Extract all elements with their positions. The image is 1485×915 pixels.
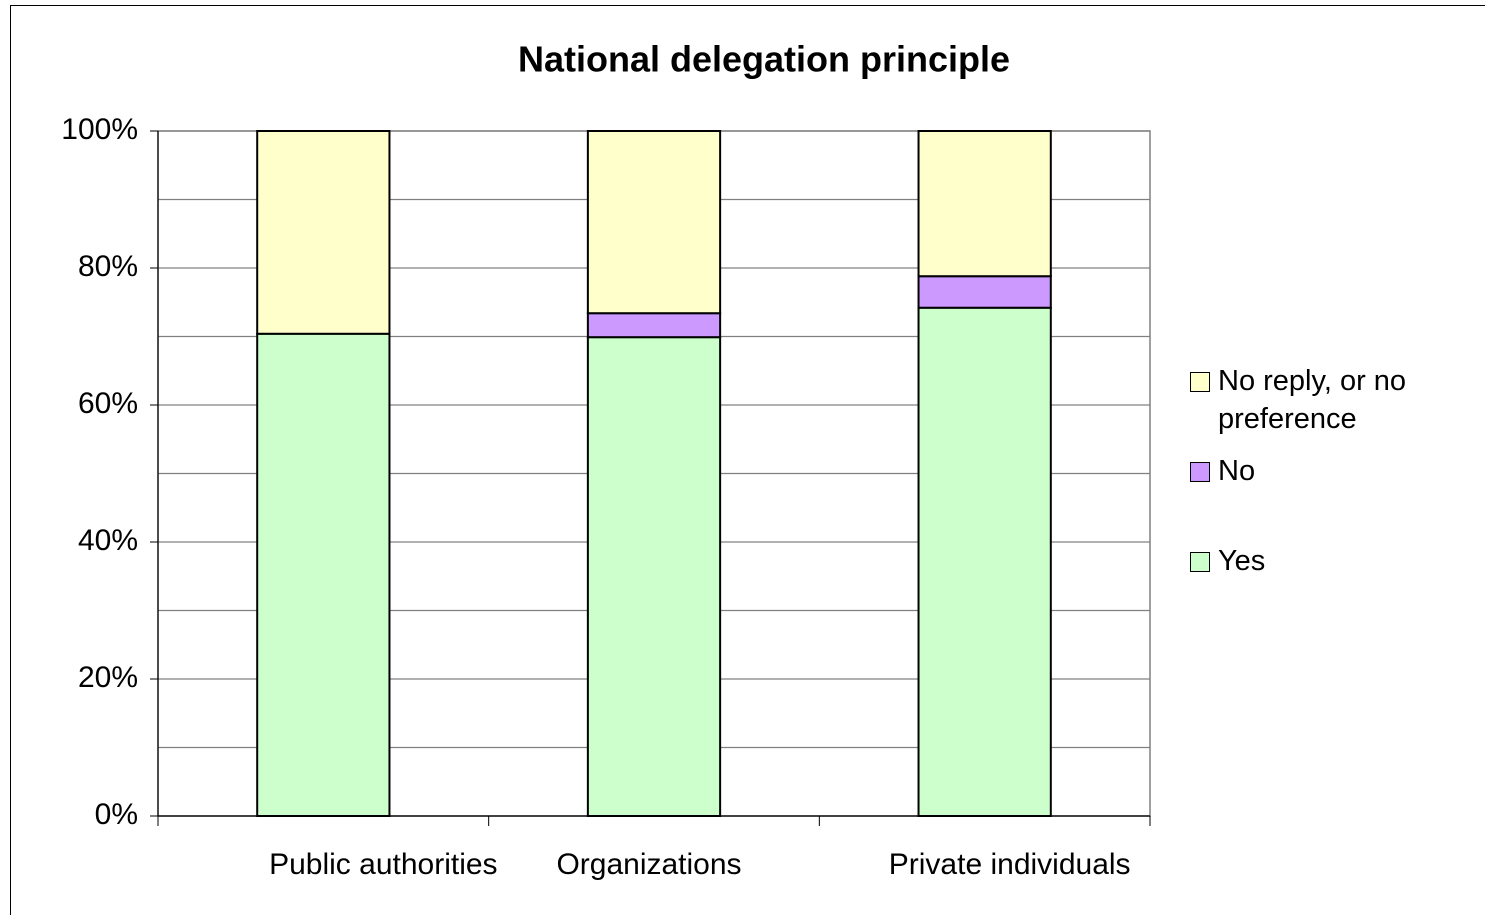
y-tick-label: 20% <box>78 661 138 694</box>
y-tick-label: 60% <box>78 387 138 420</box>
bar-segment <box>917 306 1052 817</box>
legend-item: Yes <box>1190 542 1450 580</box>
x-tick-label: Public authorities <box>269 848 497 881</box>
bar-segment <box>917 130 1052 278</box>
y-tick-label: 0% <box>95 798 138 831</box>
bar-segment <box>586 130 722 315</box>
bar-segment <box>917 275 1052 309</box>
y-tick-label: 80% <box>78 250 138 283</box>
bar-segment <box>586 336 722 817</box>
legend-item: No reply, or no preference <box>1190 362 1450 438</box>
y-tick-label: 100% <box>61 113 138 146</box>
legend-label: No reply, or no preference <box>1218 365 1407 435</box>
legend-label: No <box>1218 455 1256 487</box>
legend-label: Yes <box>1218 545 1266 577</box>
legend-swatch <box>1190 462 1210 482</box>
legend-swatch <box>1190 552 1210 572</box>
bar-segment <box>586 312 722 339</box>
legend: No reply, or no preference No Yes <box>1190 362 1450 632</box>
x-tick-label: Private individuals <box>889 848 1131 881</box>
y-tick-label: 40% <box>78 524 138 557</box>
bar-segment <box>256 130 391 335</box>
legend-item: No <box>1190 452 1450 490</box>
legend-swatch <box>1190 372 1210 392</box>
chart-title: National delegation principle <box>518 39 1010 80</box>
x-tick-label: Organizations <box>556 848 741 881</box>
bar-segment <box>256 332 391 817</box>
